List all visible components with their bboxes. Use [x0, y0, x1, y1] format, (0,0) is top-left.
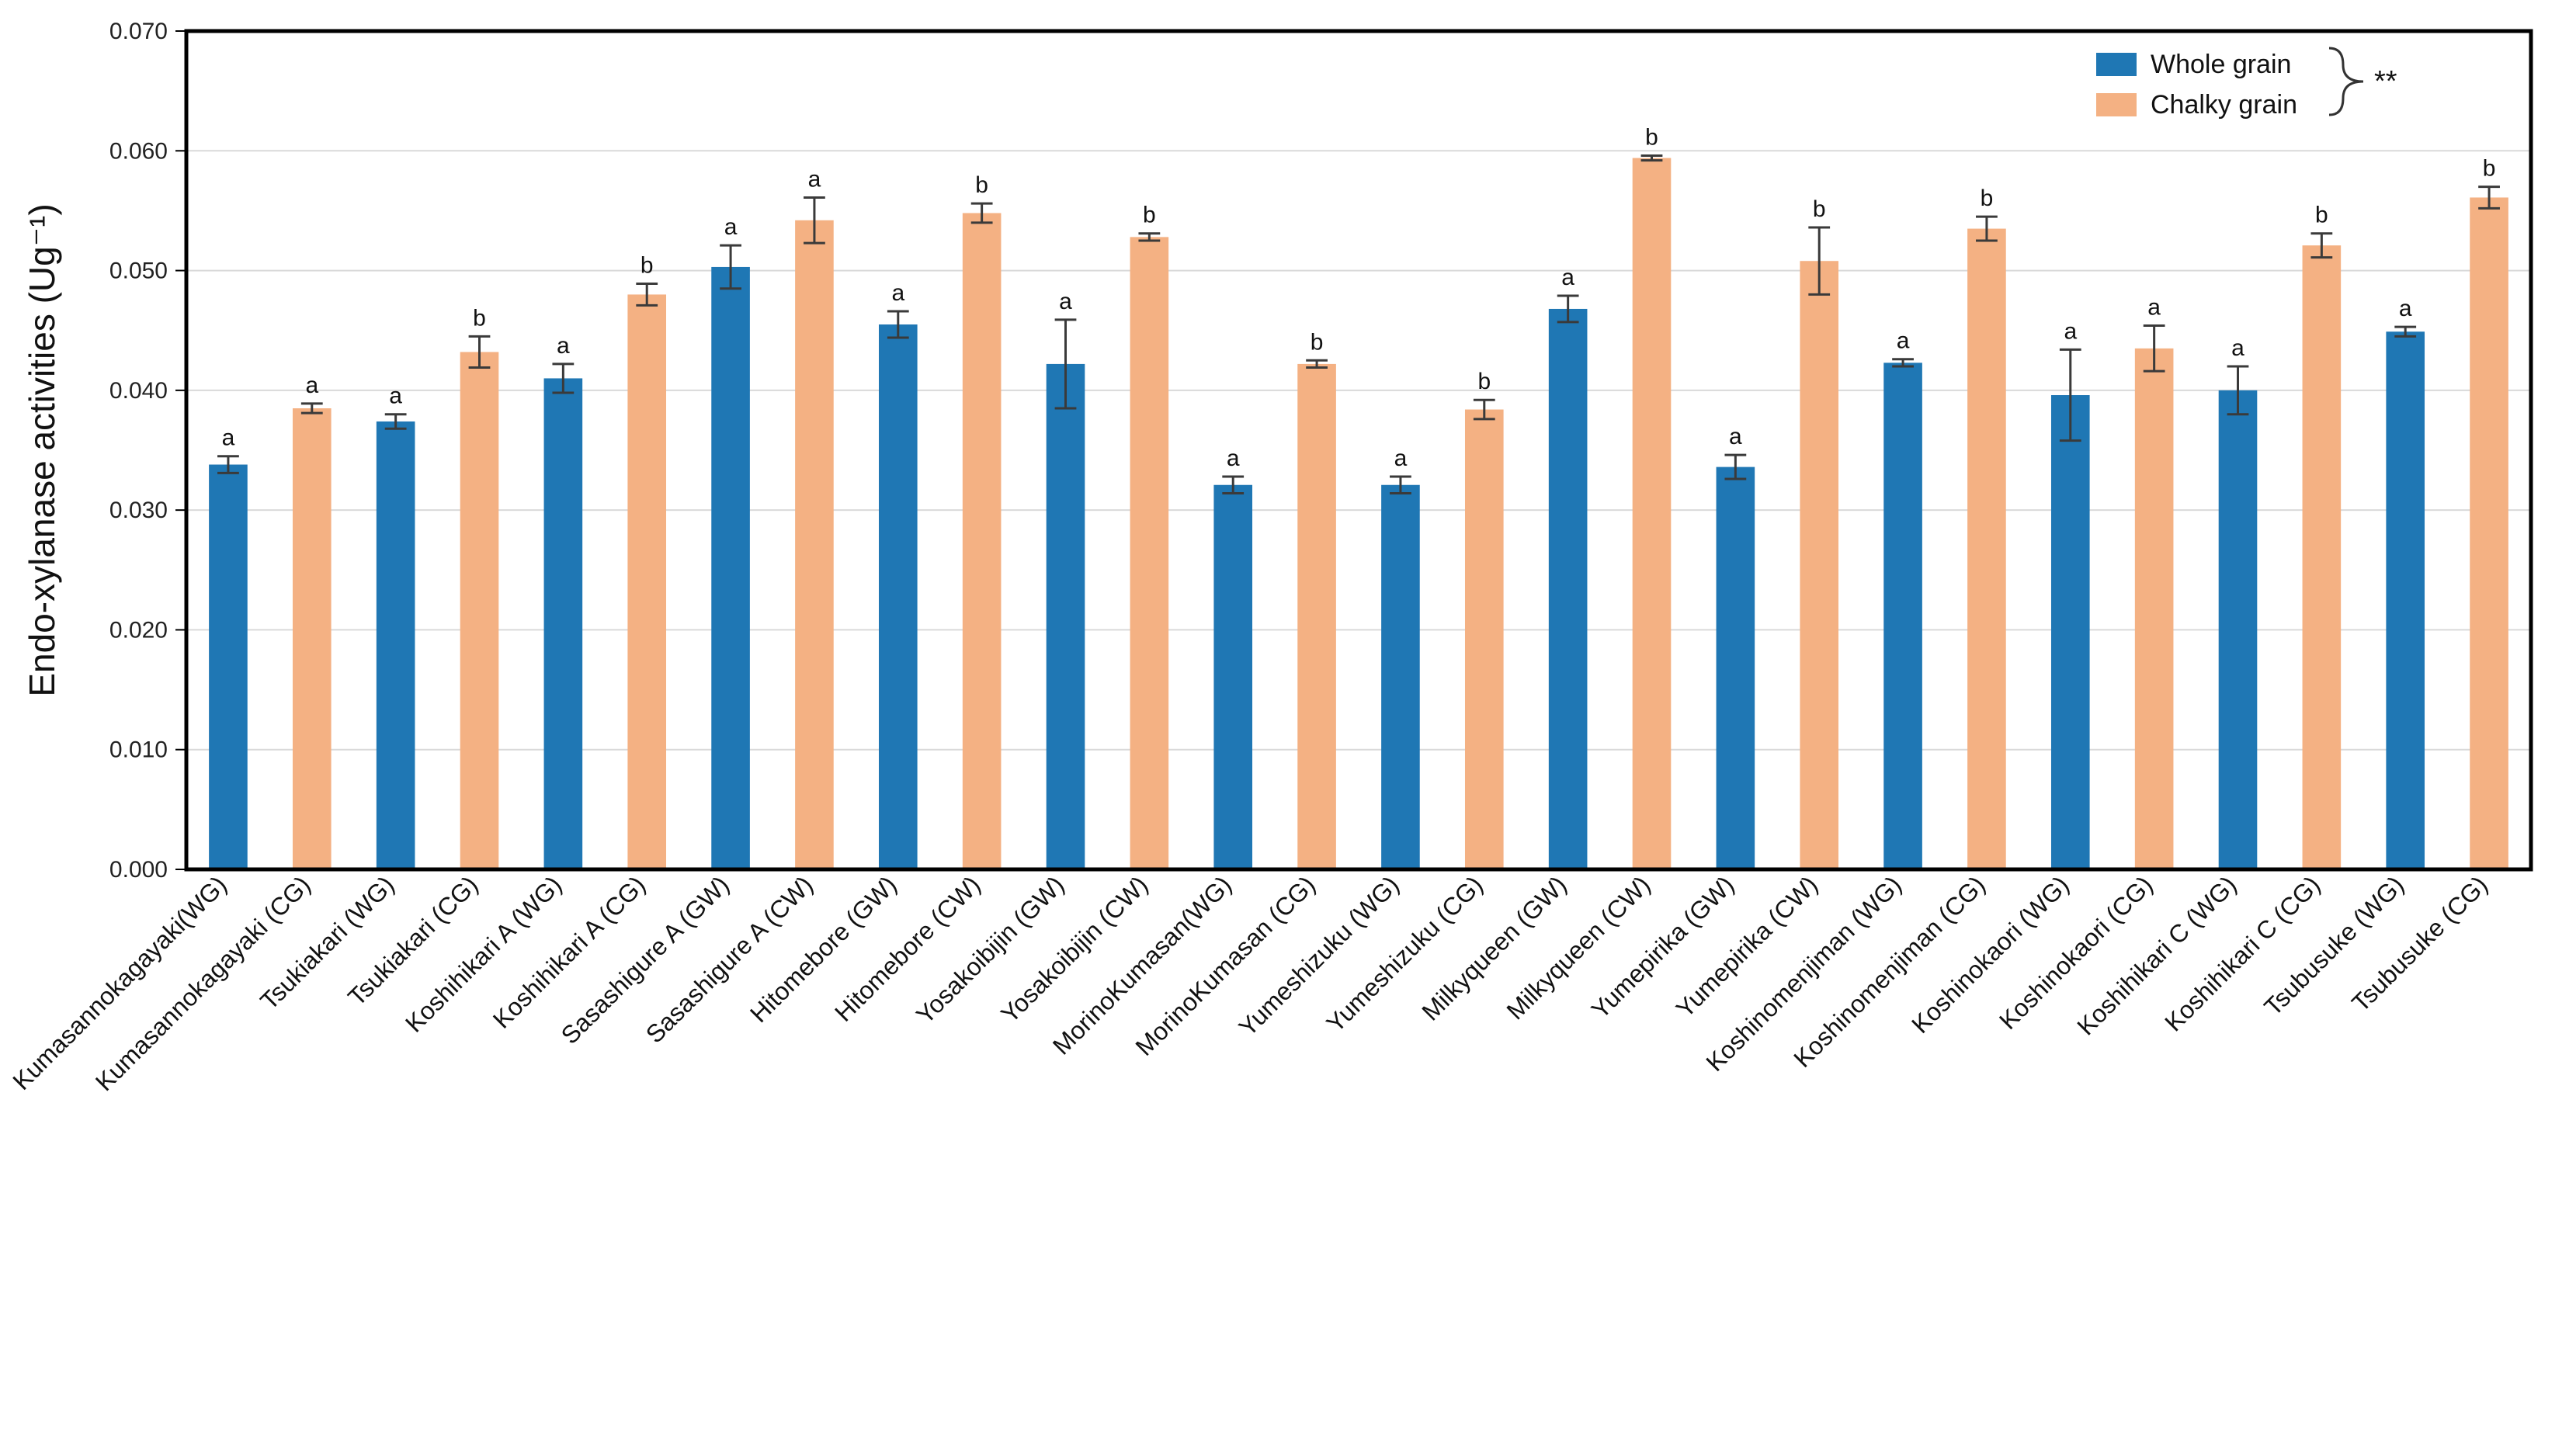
y-tick-label: 0.020	[109, 617, 168, 643]
significance-letter: a	[1897, 328, 1910, 354]
bar	[1297, 364, 1336, 869]
significance-letter: a	[222, 425, 235, 451]
y-tick-label: 0.040	[109, 378, 168, 404]
legend-significance: **	[2374, 65, 2397, 98]
significance-letter: b	[1813, 196, 1826, 222]
significance-letter: b	[1645, 124, 1658, 150]
endo-xylanase-bar-chart: 0.000 0.010 0.020 0.030 0.040 0.050 0.060 0.070…	[0, 0, 2576, 1443]
bar	[1130, 237, 1169, 869]
bar	[1717, 467, 1755, 869]
bar	[209, 465, 248, 869]
significance-letter: b	[2483, 156, 2496, 182]
bar	[2219, 390, 2258, 869]
significance-letter: a	[2064, 318, 2077, 344]
bar	[1213, 485, 1252, 869]
bar	[1549, 309, 1588, 869]
significance-letter: b	[1143, 203, 1156, 228]
bar	[1047, 364, 1085, 869]
significance-letter: b	[1477, 369, 1491, 394]
legend-label: Whole grain	[2151, 50, 2291, 79]
bar	[2470, 197, 2508, 869]
significance-letter: a	[2399, 296, 2412, 321]
y-tick-label: 0.030	[109, 498, 168, 523]
significance-letter: a	[1394, 446, 1408, 471]
significance-letter: b	[975, 172, 988, 198]
bar	[963, 213, 1002, 869]
bar	[795, 220, 834, 869]
bar	[544, 378, 583, 869]
significance-letter: b	[1981, 186, 1994, 211]
y-tick-label: 0.000	[109, 857, 168, 883]
bar	[460, 352, 499, 869]
bar	[1381, 485, 1420, 869]
significance-letter: a	[724, 214, 738, 240]
significance-letter: a	[557, 333, 570, 359]
significance-letter: a	[891, 280, 904, 306]
y-tick-label: 0.070	[109, 19, 168, 44]
bar	[627, 294, 666, 869]
bar	[1465, 410, 1504, 869]
bar	[377, 421, 415, 869]
y-tick-label: 0.060	[109, 138, 168, 164]
bar	[1967, 229, 2006, 869]
significance-letter: a	[2147, 295, 2161, 321]
y-axis-title: Endo-xylanase activities (Ug⁻¹)	[22, 203, 62, 696]
bar	[711, 267, 750, 869]
legend-swatch	[2096, 53, 2137, 76]
bar	[2303, 245, 2342, 869]
bar	[2386, 331, 2425, 869]
y-tick-label: 0.050	[109, 258, 168, 284]
significance-letter: a	[1561, 265, 1574, 290]
bar	[1800, 261, 1838, 869]
significance-letter: b	[2315, 203, 2328, 228]
bar	[2051, 395, 2090, 869]
significance-letter: a	[389, 383, 402, 409]
bar	[2135, 349, 2174, 869]
bar	[879, 324, 918, 869]
y-tick-label: 0.010	[109, 737, 168, 763]
significance-letter: a	[1059, 289, 1072, 314]
bar	[1633, 158, 1672, 869]
significance-letter: a	[1729, 424, 1742, 449]
significance-letter: a	[2231, 335, 2244, 361]
significance-letter: b	[641, 253, 654, 279]
significance-letter: b	[1311, 329, 1324, 355]
legend-swatch	[2096, 93, 2137, 116]
significance-letter: a	[1227, 446, 1240, 471]
significance-letter: a	[808, 166, 821, 192]
bar	[293, 408, 332, 869]
legend-label: Chalky grain	[2151, 90, 2297, 120]
significance-letter: a	[305, 373, 318, 398]
significance-letter: b	[473, 305, 486, 331]
bar	[1883, 362, 1922, 869]
